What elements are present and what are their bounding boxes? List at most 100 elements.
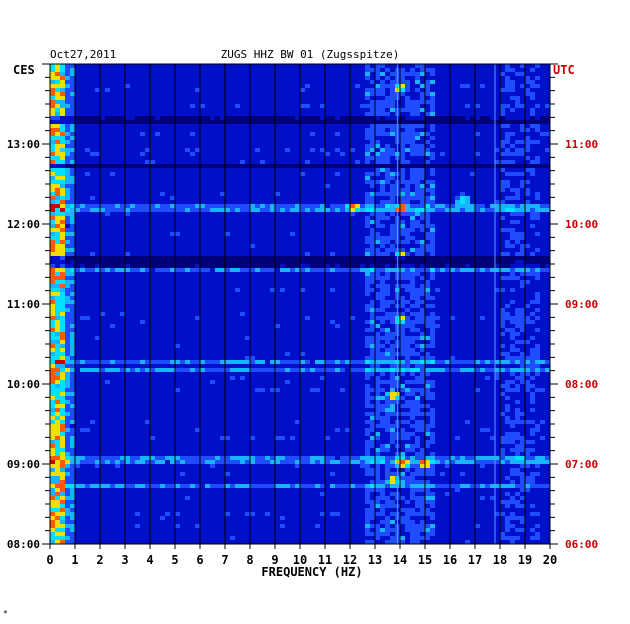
spectrogram-cell	[435, 92, 441, 97]
spectrogram-cell	[90, 64, 96, 69]
spectrogram-cell	[190, 72, 196, 77]
spectrogram-cell	[380, 136, 386, 141]
spectrogram-cell	[275, 132, 281, 137]
spectrogram-cell	[465, 176, 471, 181]
spectrogram-cell	[280, 100, 286, 105]
spectrogram-cell	[540, 128, 546, 133]
spectrogram-cell	[350, 176, 356, 181]
spectrogram-cell	[285, 208, 291, 213]
spectrogram-cell	[160, 240, 166, 245]
spectrogram-cell	[310, 100, 316, 105]
spectrogram-cell	[375, 184, 381, 189]
date-label: Oct27,2011	[50, 48, 116, 61]
spectrogram-cell	[260, 76, 266, 81]
spectrogram-cell	[55, 204, 61, 209]
spectrogram-cell	[500, 196, 506, 201]
spectrogram-cell	[130, 84, 136, 89]
spectrogram-cell	[440, 160, 446, 165]
spectrogram-cell	[140, 168, 146, 173]
spectrogram-cell	[125, 68, 131, 73]
spectrogram-cell	[270, 112, 276, 117]
spectrogram-cell	[155, 168, 161, 173]
spectrogram-cell	[210, 260, 216, 265]
spectrogram-cell	[225, 68, 231, 73]
spectrogram-cell	[475, 128, 481, 133]
spectrogram-cell	[360, 240, 366, 245]
spectrogram-cell	[255, 100, 261, 105]
spectrogram-cell	[120, 132, 126, 137]
spectrogram-cell	[170, 100, 176, 105]
spectrogram-cell	[495, 188, 501, 193]
spectrogram-cell	[310, 92, 316, 97]
spectrogram-cell	[75, 104, 81, 109]
spectrogram-cell	[405, 172, 411, 177]
spectrogram-cell	[525, 176, 531, 181]
spectrogram-cell	[285, 132, 291, 137]
spectrogram-cell	[505, 192, 511, 197]
spectrogram-cell	[350, 136, 356, 141]
spectrogram-cell	[80, 64, 86, 69]
spectrogram-cell	[535, 88, 541, 93]
spectrogram-cell	[390, 244, 396, 249]
spectrogram-cell	[485, 80, 491, 85]
spectrogram-cell	[70, 132, 76, 137]
spectrogram-cell	[365, 236, 371, 241]
spectrogram-cell	[265, 132, 271, 137]
spectrogram-cell	[430, 144, 436, 149]
spectrogram-cell	[120, 104, 126, 109]
spectrogram-cell	[235, 68, 241, 73]
spectrogram-cell	[185, 240, 191, 245]
spectrogram-cell	[330, 260, 336, 265]
spectrogram-cell	[60, 80, 66, 85]
spectrogram-cell	[135, 64, 141, 69]
spectrogram-cell	[540, 108, 546, 113]
spectrogram-cell	[495, 236, 501, 241]
spectrogram-cell	[160, 124, 166, 129]
spectrogram-cell	[410, 248, 416, 253]
spectrogram-cell	[145, 160, 151, 165]
spectrogram-cell	[105, 180, 111, 185]
spectrogram-cell	[75, 232, 81, 237]
spectrogram-cell	[435, 164, 441, 169]
spectrogram-cell	[230, 104, 236, 109]
spectrogram-cell	[110, 224, 116, 229]
spectrogram-cell	[280, 248, 286, 253]
spectrogram-cell	[95, 236, 101, 241]
spectrogram-cell	[165, 104, 171, 109]
spectrogram-cell	[420, 216, 426, 221]
spectrogram-cell	[435, 104, 441, 109]
spectrogram-cell	[520, 136, 526, 141]
spectrogram-cell	[465, 64, 471, 69]
spectrogram-cell	[225, 172, 231, 177]
spectrogram-cell	[365, 100, 371, 105]
spectrogram-cell	[350, 188, 356, 193]
spectrogram-cell	[490, 224, 496, 229]
spectrogram-cell	[360, 128, 366, 133]
spectrogram-cell	[370, 224, 376, 229]
spectrogram-cell	[300, 220, 306, 225]
spectrogram-cell	[140, 260, 146, 265]
spectrogram-cell	[335, 120, 341, 125]
spectrogram-cell	[500, 240, 506, 245]
spectrogram-cell	[310, 176, 316, 181]
spectrogram-cell	[110, 84, 116, 89]
spectrogram-cell	[60, 88, 66, 93]
spectrogram-cell	[85, 232, 91, 237]
spectrogram-cell	[285, 188, 291, 193]
spectrogram-cell	[270, 224, 276, 229]
spectrogram-cell	[350, 84, 356, 89]
spectrogram-cell	[85, 128, 91, 133]
spectrogram-cell	[290, 228, 296, 233]
spectrogram-cell	[205, 136, 211, 141]
spectrogram-cell	[160, 160, 166, 165]
spectrogram-cell	[520, 168, 526, 173]
spectrogram-cell	[295, 64, 301, 69]
spectrogram-cell	[320, 236, 326, 241]
spectrogram-cell	[55, 144, 61, 149]
spectrogram-cell	[325, 136, 331, 141]
spectrogram-cell	[255, 164, 261, 169]
spectrogram-cell	[325, 220, 331, 225]
spectrogram-cell	[50, 196, 56, 201]
spectrogram-cell	[125, 88, 131, 93]
spectrogram-cell	[495, 100, 501, 105]
